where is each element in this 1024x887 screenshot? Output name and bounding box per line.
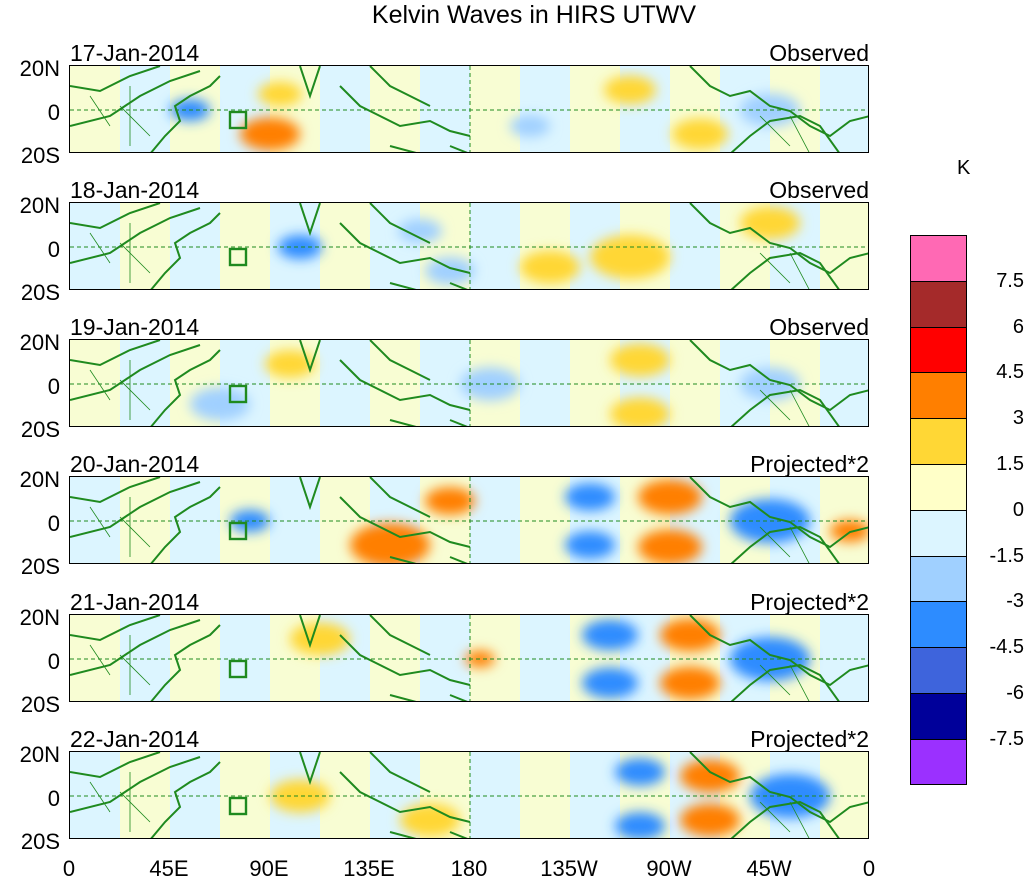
lat-label-north: 20N xyxy=(19,330,60,355)
colorbar-tick-label: -3 xyxy=(1006,590,1024,613)
panel-type: Projected*2 xyxy=(750,589,869,615)
lon-tick-label: 0 xyxy=(62,856,76,881)
lat-label-equator: 0 xyxy=(47,237,60,262)
lon-tick-label: 180 xyxy=(450,856,488,881)
colorbar-tick-label: -1.5 xyxy=(989,544,1024,567)
lon-tick-label: 135E xyxy=(343,856,395,881)
colorbar-swatch xyxy=(910,372,967,419)
colorbar-tick-label: 0 xyxy=(1012,498,1024,521)
map-panel: 19-Jan-2014 Observed 20N 0 20S xyxy=(0,315,1024,452)
colorbar-tick-label: -6 xyxy=(1006,682,1024,704)
panel-date: 18-Jan-2014 xyxy=(70,177,200,203)
plot-title: Kelvin Waves in HIRS UTWV xyxy=(371,1,697,29)
colorbar-swatch xyxy=(910,693,967,739)
anomaly-map xyxy=(69,202,869,290)
panel-date: 21-Jan-2014 xyxy=(70,589,200,615)
colorbar-tick-label: -4.5 xyxy=(989,636,1024,659)
lon-tick-label: 135W xyxy=(540,856,598,881)
colorbar-swatch xyxy=(910,509,967,556)
lat-label-equator: 0 xyxy=(47,786,60,811)
panel-type: Observed xyxy=(769,40,869,66)
colorbar-tick-label: 3 xyxy=(1012,407,1024,430)
panel-date: 20-Jan-2014 xyxy=(70,451,200,477)
lat-label-equator: 0 xyxy=(47,100,60,125)
panel-type: Observed xyxy=(769,314,869,340)
anomaly-map xyxy=(69,476,869,564)
colorbar-tick-label: 7.5 xyxy=(996,269,1024,292)
colorbar-swatch xyxy=(910,738,967,785)
colorbar-swatch xyxy=(910,280,967,327)
colorbar-swatch xyxy=(910,235,967,281)
lat-label-south: 20S xyxy=(20,554,60,579)
anomaly-map xyxy=(69,614,869,702)
colorbar-swatch xyxy=(910,555,967,602)
map-panel: 22-Jan-2014 Projected*2 20N 0 20S xyxy=(0,727,1024,864)
colorbar-swatch xyxy=(910,326,967,373)
colorbar-unit: K xyxy=(957,157,971,179)
colorbar-tick-label: -7.5 xyxy=(989,727,1024,750)
lat-label-north: 20N xyxy=(19,467,60,492)
lat-label-south: 20S xyxy=(20,692,60,717)
colorbar-tick-label: 4.5 xyxy=(996,361,1024,384)
lat-label-north: 20N xyxy=(19,605,60,630)
colorbar-tick-label: 6 xyxy=(1012,315,1024,338)
lon-tick-label: 0 xyxy=(862,856,876,881)
lat-label-equator: 0 xyxy=(47,511,60,536)
map-panel: 18-Jan-2014 Observed 20N 0 20S xyxy=(0,178,1024,315)
lon-tick-label: 45W xyxy=(746,856,792,881)
map-panel: 20-Jan-2014 Projected*2 20N 0 20S xyxy=(0,452,1024,589)
lon-tick-label: 90E xyxy=(249,856,289,881)
lat-label-south: 20S xyxy=(20,143,60,168)
panel-type: Projected*2 xyxy=(750,451,869,477)
map-panel: 21-Jan-2014 Projected*2 20N 0 20S xyxy=(0,590,1024,727)
panel-date: 19-Jan-2014 xyxy=(70,314,200,340)
panel-date: 17-Jan-2014 xyxy=(70,40,200,66)
anomaly-map xyxy=(69,339,869,427)
lon-tick-label: 45E xyxy=(149,856,189,881)
lat-label-south: 20S xyxy=(20,829,60,854)
lat-label-south: 20S xyxy=(20,280,60,305)
lat-label-north: 20N xyxy=(19,193,60,218)
lat-label-equator: 0 xyxy=(47,374,60,399)
panel-type: Observed xyxy=(769,177,869,203)
panel-date: 22-Jan-2014 xyxy=(70,726,200,752)
colorbar-swatch xyxy=(910,601,967,648)
colorbar-swatch xyxy=(910,647,967,693)
anomaly-map xyxy=(69,751,869,839)
colorbar-swatch xyxy=(910,418,967,464)
colorbar-swatch xyxy=(910,464,967,510)
map-panel: 17-Jan-2014 Observed 20N 0 20S xyxy=(0,41,1024,178)
colorbar-tick-label: 1.5 xyxy=(996,453,1024,475)
panel-type: Projected*2 xyxy=(750,726,869,752)
lat-label-north: 20N xyxy=(19,56,60,81)
lat-label-south: 20S xyxy=(20,417,60,442)
lat-label-north: 20N xyxy=(19,742,60,767)
lat-label-equator: 0 xyxy=(47,649,60,674)
anomaly-map xyxy=(69,65,869,153)
lon-tick-label: 90W xyxy=(646,856,692,881)
